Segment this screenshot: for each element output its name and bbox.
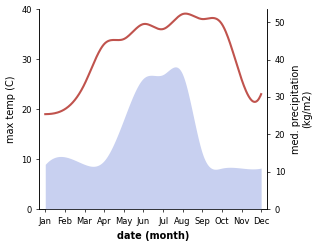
X-axis label: date (month): date (month): [117, 231, 190, 242]
Y-axis label: max temp (C): max temp (C): [5, 75, 16, 143]
Y-axis label: med. precipitation
(kg/m2): med. precipitation (kg/m2): [291, 64, 313, 154]
